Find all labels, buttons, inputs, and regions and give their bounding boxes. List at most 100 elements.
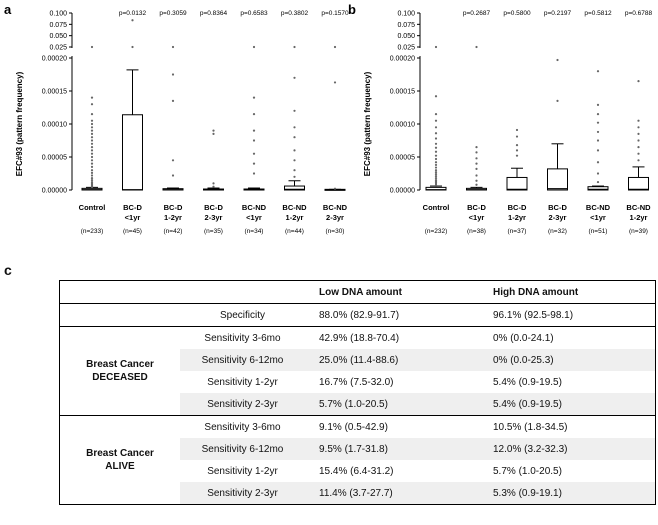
outlier-point [637,146,640,149]
high-dna-value: 5.4% (0.9-19.5) [493,376,562,388]
outlier-point [434,154,438,157]
header-empty-1 [60,281,181,304]
row-label: Sensitivity 1-2yr [207,376,278,388]
outlier-point [475,157,478,160]
sample-size-label: (n=34) [245,228,264,235]
outlier-point [171,174,175,177]
outlier-point [90,177,94,180]
outlier-point [596,121,600,124]
outlier-point [90,126,94,129]
y-tick-label: 0.00005 [390,155,415,162]
specificity-row: Specificity 88.0% (82.9-91.7) 96.1% (92.… [59,303,656,327]
outlier-point [637,80,640,83]
p-value-label: p=0.2197 [544,10,572,17]
outlier-point [515,128,519,132]
y-tick-label: 0.00015 [390,89,415,96]
outlier-point [252,96,256,99]
outlier-point [637,132,640,135]
low-dna-value: 9.5% (1.7-31.8) [305,438,463,460]
sample-size-label: (n=38) [467,228,486,235]
outlier-point [475,179,478,182]
outlier-point [596,113,600,116]
category-label-line2: 1-2yr [630,213,648,222]
y-tick-label: 0.00005 [42,155,67,162]
outlier-point [515,154,519,157]
outlier-point [637,139,640,142]
outlier-point [293,159,296,162]
outlier-point [90,122,94,126]
outlier-point [637,119,640,122]
outlier-point [293,149,296,152]
outlier-point [293,136,296,139]
low-dna-value: 42.9% (18.8-70.4) [305,326,463,349]
outlier-point-upper [434,45,438,49]
outlier-point [596,139,600,142]
outlier-point-upper [252,45,256,49]
p-value-label: p=0.0132 [119,10,147,17]
outlier-point [90,139,94,142]
group-label-alive: Breast Cancer ALIVE [59,415,180,505]
p-value-label: p=0.3059 [159,10,187,17]
outlier-point [434,163,438,167]
outlier-point [90,152,94,155]
outlier-point [252,152,256,155]
box-iqr [506,176,528,191]
table-row: Breast Cancer ALIVE Sensitivity 3-6mo 9.1… [59,415,656,505]
table-row: Sensitivity 1-2yr 16.7% (7.5-32.0) 5.4% … [60,371,656,393]
high-dna-value: 0% (0.0-24.1) [463,326,656,349]
row-label: Sensitivity 2-3yr [180,482,305,505]
outlier-point-upper [293,45,296,49]
y-tick-label: 0.00015 [42,89,67,96]
outlier-point [90,96,94,99]
sample-size-label: (n=30) [326,228,345,235]
low-dna-value: 16.7% (7.5-32.0) [319,376,394,388]
outlier-point [556,58,559,62]
y-tick-label: 0.00010 [42,122,67,129]
category-label-line2: 2-3yr [205,213,223,222]
table-row: Sensitivity 2-3yr 5.7% (1.0-20.5) 5.4% (… [60,393,656,416]
outlier-point [212,132,215,135]
outlier-point [293,109,296,112]
outlier-point [434,132,438,135]
category-label-line1: Control [423,203,450,212]
outlier-point [434,161,438,164]
outlier-point-upper [90,45,94,49]
category-label-line1: BC-ND [586,203,611,212]
outlier-point-upper [333,45,337,49]
outlier-point [475,162,478,165]
outlier-point [596,130,600,134]
category-label-line1: BC-ND [626,203,651,212]
box-iqr [122,114,143,191]
outlier-point [90,169,94,172]
outlier-point [434,126,438,129]
outlier-point [434,157,438,161]
table-header-row: Low DNA amount High DNA amount [60,281,656,304]
outlier-point [293,76,296,79]
outlier-point [434,150,438,153]
performance-table-wrap: Low DNA amount High DNA amount Specifici… [59,280,656,505]
sample-size-label: (n=233) [81,228,104,235]
category-label-line1: BC-D [548,203,567,212]
row-label: Sensitivity 6-12mo [180,438,305,460]
outlier-point [434,137,438,140]
low-dna-value: 88.0% (82.9-91.7) [305,303,463,327]
high-dna-value: 96.1% (92.5-98.1) [463,303,656,327]
outlier-point [475,146,478,149]
outlier-point [596,180,600,184]
sample-size-label: (n=37) [508,228,527,235]
outlier-point [596,103,600,106]
p-value-label: p=0.5812 [584,10,612,17]
p-value-label: p=0.2687 [463,10,491,17]
p-value-label: p=0.3802 [281,10,309,17]
sample-size-label: (n=32) [548,228,567,235]
high-dna-value: 0% (0.0-25.3) [463,349,656,371]
category-label-line2: <1yr [125,213,141,222]
category-label-line1: BC-D [164,203,183,212]
outlier-point [434,179,438,182]
header-low-dna: Low DNA amount [319,286,402,298]
outlier-point [293,126,296,129]
high-dna-value: 10.5% (1.8-34.5) [463,415,656,438]
outlier-point [90,113,94,116]
sample-size-label: (n=45) [123,228,142,235]
outlier-point-upper [131,19,134,22]
